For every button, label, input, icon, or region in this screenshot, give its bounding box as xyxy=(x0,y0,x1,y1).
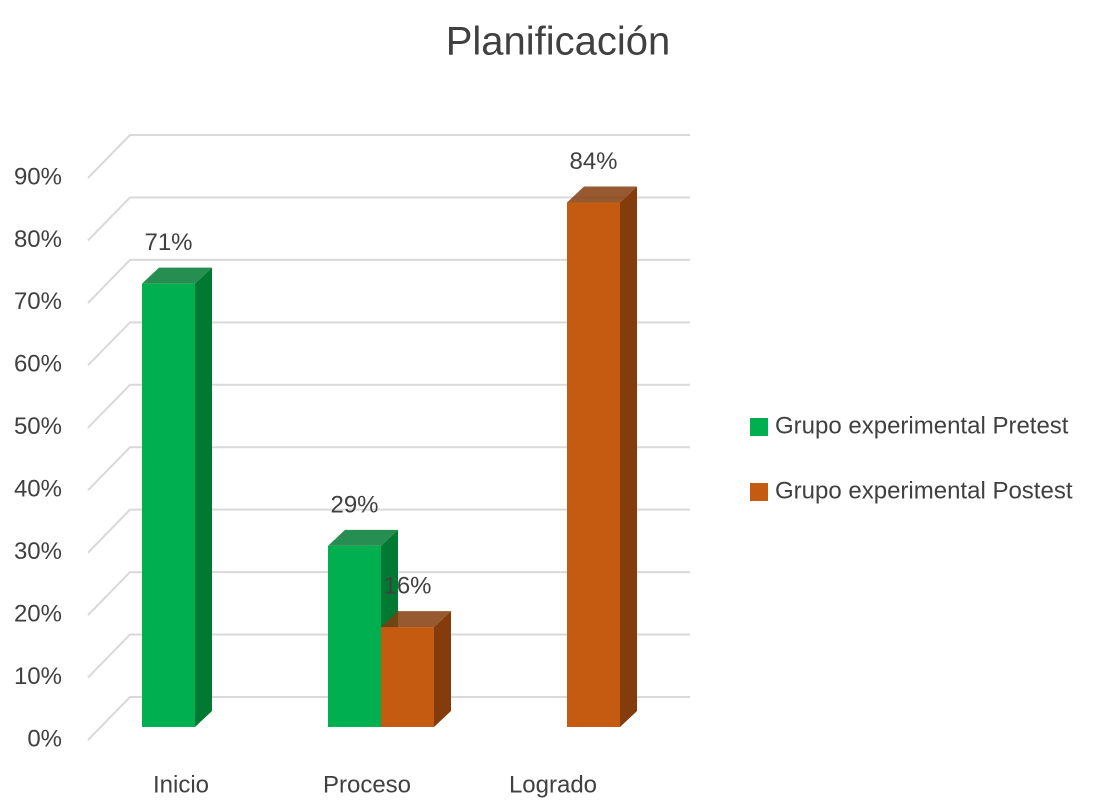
y-tick-label: 60% xyxy=(14,351,62,378)
grid-line xyxy=(87,134,690,179)
chart-title: Planificación xyxy=(446,20,671,64)
data-label: 71% xyxy=(144,229,192,256)
y-tick-label: 90% xyxy=(14,163,62,190)
legend-label: Grupo experimental Postest xyxy=(775,477,1073,504)
legend-swatch xyxy=(750,483,768,501)
bar-side xyxy=(434,611,451,727)
y-tick-label: 50% xyxy=(14,413,62,440)
x-tick-label: Proceso xyxy=(323,771,411,798)
data-label: 84% xyxy=(569,148,617,175)
grid-line xyxy=(87,321,690,367)
x-tick-label: Logrado xyxy=(509,771,597,798)
grid-line xyxy=(87,508,690,554)
y-tick-label: 80% xyxy=(14,226,62,253)
legend-swatch xyxy=(750,418,768,436)
grid-line xyxy=(87,696,690,741)
grid-line xyxy=(87,196,690,242)
y-tick-label: 70% xyxy=(14,288,62,315)
bar-side xyxy=(195,267,212,727)
bar-top xyxy=(567,186,637,203)
bar xyxy=(567,202,620,727)
grid-line xyxy=(87,446,690,491)
y-tick-label: 40% xyxy=(14,476,62,503)
grid-line xyxy=(87,383,690,429)
bar-top xyxy=(381,611,451,628)
bar-top xyxy=(328,529,398,546)
bar xyxy=(142,283,195,727)
bar xyxy=(328,545,381,727)
grid-line xyxy=(87,571,690,616)
data-label: 16% xyxy=(383,572,431,599)
y-tick-label: 0% xyxy=(27,725,62,752)
bar-top xyxy=(142,267,212,284)
grid-line xyxy=(87,258,690,304)
legend-label: Grupo experimental Pretest xyxy=(775,412,1069,439)
bar xyxy=(381,627,434,727)
y-tick-label: 20% xyxy=(14,600,62,627)
data-label: 29% xyxy=(330,491,378,518)
x-tick-label: Inicio xyxy=(153,771,209,798)
y-tick-label: 30% xyxy=(14,538,62,565)
y-tick-label: 10% xyxy=(14,663,62,690)
bar-side xyxy=(620,186,637,727)
grid-line xyxy=(87,633,690,679)
